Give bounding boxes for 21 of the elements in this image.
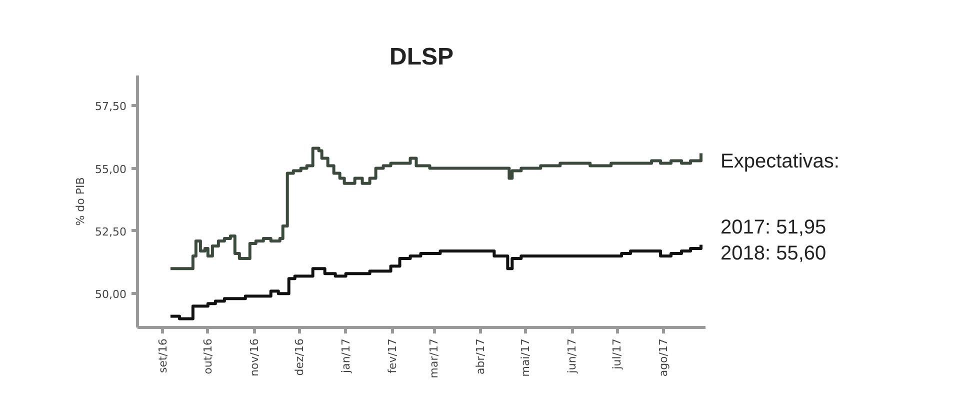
x-tick-label: jan/17: [339, 338, 352, 374]
text: 2018: 55,60: [720, 242, 826, 265]
y-tick-label: 57,50: [95, 100, 127, 114]
x-tick-label: mar/17: [428, 338, 441, 378]
chart-title: DLSP: [389, 44, 454, 70]
x-tick-label: fev/17: [386, 338, 399, 374]
x-tick-label: abr/17: [474, 338, 488, 374]
x-tick-label: jun/17: [566, 338, 579, 374]
x-tick-label: set/16: [156, 338, 170, 374]
x-tick-label: ago/17: [657, 338, 670, 377]
y-tick-label: 50,00: [95, 288, 127, 302]
x-tick-label: dez/16: [292, 338, 306, 376]
y-tick-label: 52,50: [95, 225, 127, 238]
x-tick-label: jul/17: [610, 338, 624, 370]
y-axis-title: % do PIB: [74, 177, 88, 226]
x-tick-label: mai/17: [519, 338, 532, 377]
x-tick-label: out/16: [201, 338, 214, 374]
y-tick-label: 55,00: [95, 162, 127, 176]
text: Expectativas:: [720, 150, 840, 173]
text: 2017: 51,95: [720, 216, 826, 238]
x-tick-label: nov/16: [248, 338, 261, 376]
